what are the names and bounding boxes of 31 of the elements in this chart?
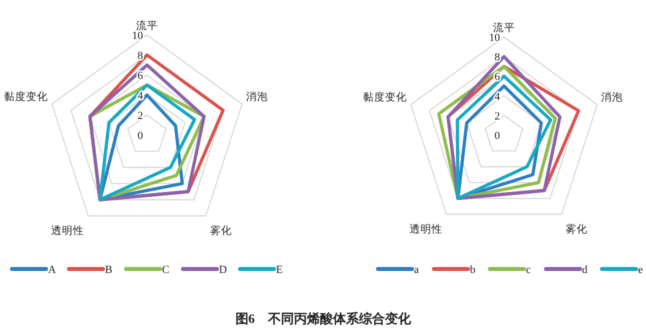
y-tick-label: 4 xyxy=(494,90,500,103)
spoke-label: 雾化 xyxy=(210,224,232,237)
spoke-label: 流平 xyxy=(493,21,515,34)
spoke-label: 黏度变化 xyxy=(362,90,407,104)
y-tick-label: 2 xyxy=(138,110,143,122)
spoke-label: 透明性 xyxy=(51,224,84,237)
legend-label: C xyxy=(162,264,170,276)
y-tick-label: 10 xyxy=(132,30,144,42)
y-tick-label: 0 xyxy=(138,130,144,142)
y-tick-label: 8 xyxy=(494,52,500,64)
legend-label: e xyxy=(638,264,643,276)
legend-label: E xyxy=(276,264,283,276)
spoke-label: 雾化 xyxy=(566,223,588,236)
legend-label: A xyxy=(48,264,56,276)
spoke-label: 黏度变化 xyxy=(4,90,48,104)
y-tick-label: 6 xyxy=(138,70,144,82)
legend-label: a xyxy=(414,264,419,276)
y-tick-label: 8 xyxy=(138,50,144,62)
y-tick-label: 10 xyxy=(489,32,500,44)
spoke-label: 流平 xyxy=(136,19,158,32)
legend-label: B xyxy=(105,264,112,276)
legend-label: c xyxy=(526,264,531,276)
y-tick-label: 2 xyxy=(494,110,500,122)
y-tick-label: 0 xyxy=(494,130,500,142)
caption: 图6 不同丙烯酸体系综合变化 xyxy=(235,311,412,326)
spoke-label: 透明性 xyxy=(409,222,442,236)
legend-label: d xyxy=(582,264,588,276)
legend-label: D xyxy=(219,264,227,276)
spoke-label: 消泡 xyxy=(246,90,268,104)
spoke-label: 消泡 xyxy=(601,90,624,104)
legend-label: b xyxy=(470,264,476,276)
